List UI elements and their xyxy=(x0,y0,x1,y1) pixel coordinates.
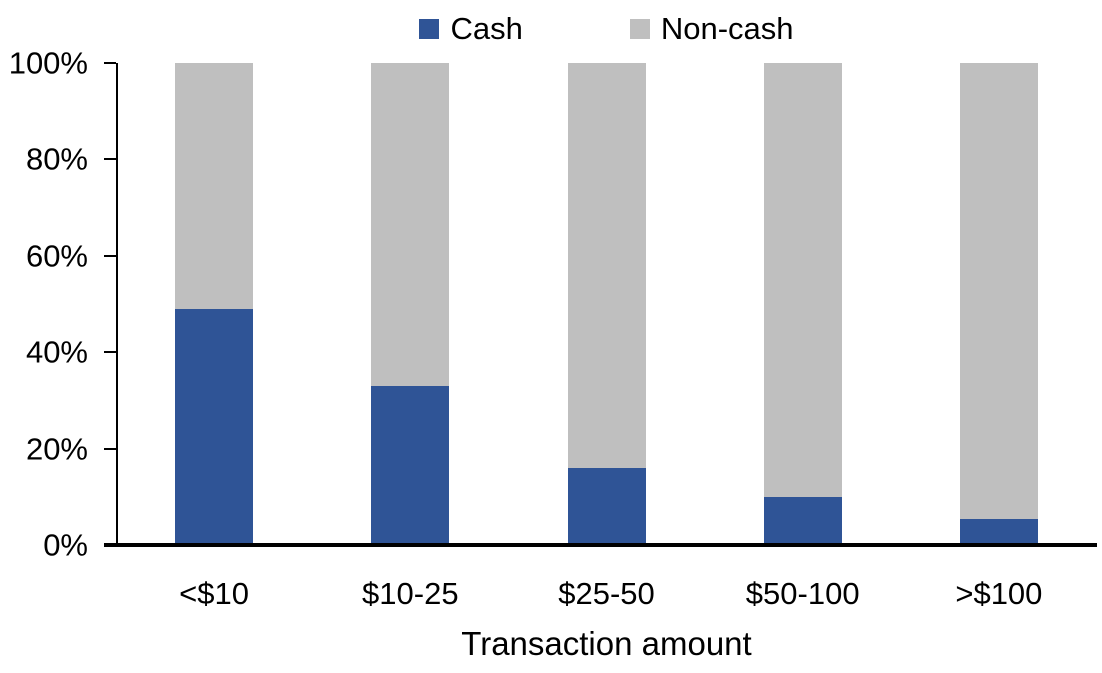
y-axis-tick xyxy=(104,62,116,64)
y-axis-tick xyxy=(104,447,116,450)
y-axis-tick xyxy=(104,158,116,161)
bar--25-50 xyxy=(567,63,646,545)
legend-label: Cash xyxy=(450,11,523,46)
bar-segment-non-cash xyxy=(175,63,254,309)
x-axis-category-label: <$10 xyxy=(179,576,250,611)
legend-item-non-cash: Non-cash xyxy=(629,11,794,46)
x-axis-category-label: $25-50 xyxy=(558,576,655,611)
x-axis-category-label: >$100 xyxy=(955,576,1043,611)
y-axis-tick-label: 20% xyxy=(25,431,88,467)
bar-segment-non-cash xyxy=(567,63,646,468)
bar-segment-cash xyxy=(567,467,646,545)
bar-segment-non-cash xyxy=(959,63,1038,519)
y-axis-tick-label: 100% xyxy=(8,45,88,81)
bar-segment-cash xyxy=(763,496,842,545)
legend-item-cash: Cash xyxy=(419,11,523,46)
y-axis-tick-label: 60% xyxy=(25,238,88,274)
plot-area xyxy=(116,63,1097,545)
x-axis-category-label: $50-100 xyxy=(745,576,860,611)
bar--10 xyxy=(175,63,254,545)
x-axis-category-label: $10-25 xyxy=(362,576,459,611)
bar-segment-cash xyxy=(371,385,450,545)
bar-segment-cash xyxy=(175,308,254,545)
x-axis-line xyxy=(104,543,1097,547)
y-axis-tick xyxy=(104,351,116,354)
y-axis-tick-label: 80% xyxy=(25,141,88,177)
bar--100 xyxy=(959,63,1038,545)
x-axis-title: Transaction amount xyxy=(461,625,752,662)
legend-swatch-icon xyxy=(629,18,650,39)
legend-swatch-icon xyxy=(419,18,440,39)
y-axis-tick xyxy=(104,254,116,257)
legend: Cash Non-cash xyxy=(116,13,1097,44)
bar-segment-non-cash xyxy=(763,63,842,497)
y-axis-tick-label: 40% xyxy=(25,334,88,370)
legend-label: Non-cash xyxy=(660,11,794,46)
bar-segment-cash xyxy=(959,518,1038,545)
bar--10-25 xyxy=(371,63,450,545)
bar--50-100 xyxy=(763,63,842,545)
y-axis-tick-label: 0% xyxy=(43,527,88,563)
bar-segment-non-cash xyxy=(371,63,450,386)
